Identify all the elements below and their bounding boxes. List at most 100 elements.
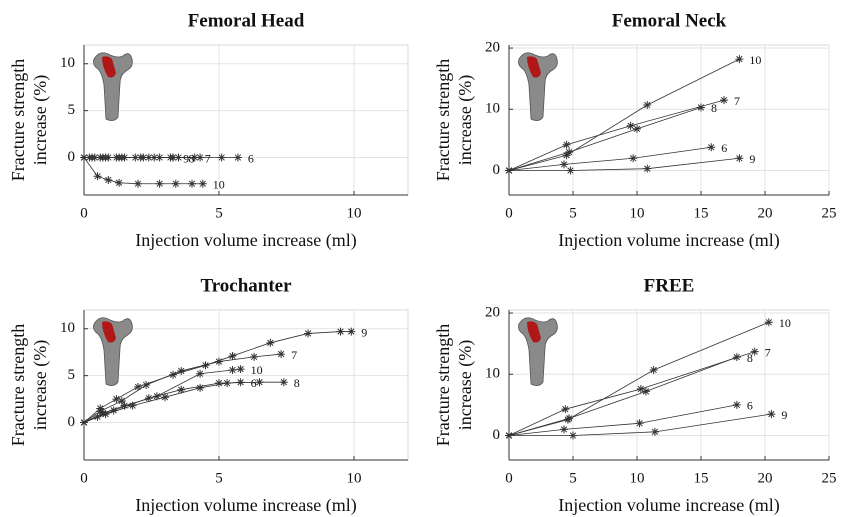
subplot: 0 5 10 15 20 25 0 10 20 Femoral Neck Injection vol… <box>433 10 836 251</box>
marker <box>764 318 773 327</box>
marker <box>196 153 205 162</box>
y-axis-label: increase (%) <box>30 340 51 430</box>
marker <box>169 370 178 379</box>
femur-icon <box>93 52 133 121</box>
marker <box>150 153 159 162</box>
x-axis-label: Injection volume increase (ml) <box>558 495 779 516</box>
marker <box>174 153 183 162</box>
marker <box>98 153 107 162</box>
marker <box>190 153 199 162</box>
femur-region <box>102 56 116 78</box>
marker <box>732 353 741 362</box>
series-label: 8 <box>294 376 300 390</box>
plot-area <box>83 309 409 461</box>
marker <box>134 382 142 391</box>
y-tick-label: 5 <box>68 367 76 383</box>
marker <box>732 400 741 409</box>
plot-area <box>83 44 409 196</box>
marker <box>93 172 102 181</box>
series-label: 10 <box>213 178 225 192</box>
series-line <box>83 381 284 423</box>
series-label: 9 <box>183 151 189 165</box>
y-tick-label: 0 <box>68 414 76 430</box>
x-axis-label: Injection volume increase (ml) <box>135 495 356 516</box>
series-line <box>508 404 737 436</box>
series-label: 6 <box>251 376 257 390</box>
marker <box>101 410 110 419</box>
marker <box>120 401 129 410</box>
x-tick-label: 25 <box>822 470 837 486</box>
x-tick-label: 25 <box>822 205 837 221</box>
y-axis-label: increase (%) <box>455 340 476 430</box>
marker <box>104 176 113 184</box>
marker <box>636 384 645 393</box>
marker <box>560 160 569 169</box>
marker <box>131 153 140 162</box>
marker <box>80 153 88 162</box>
marker <box>565 148 574 157</box>
marker <box>155 179 164 188</box>
subplot: 0 5 10 15 20 25 0 10 20 FREE Injection volume incr… <box>433 275 836 516</box>
marker <box>560 425 569 434</box>
x-tick-label: 0 <box>80 205 88 221</box>
y-axis-label: Fracture strength <box>433 59 453 181</box>
marker <box>629 154 638 163</box>
marker <box>643 101 652 109</box>
marker <box>697 103 705 112</box>
y-tick-label: 0 <box>493 162 501 178</box>
marker <box>505 166 513 175</box>
marker <box>562 140 571 149</box>
subplot: 0 5 10 0 5 10 Femoral Head Injection volume inc… <box>8 10 409 251</box>
y-tick-label: 20 <box>485 39 500 55</box>
x-tick-label: 0 <box>505 205 513 221</box>
series-label: 7 <box>765 345 771 359</box>
series-line <box>508 356 737 436</box>
marker <box>565 414 574 423</box>
x-axis-label: Injection volume increase (ml) <box>558 230 779 251</box>
x-tick-label: 20 <box>758 470 773 486</box>
marker <box>228 366 237 374</box>
plot-area <box>508 44 830 196</box>
marker <box>650 427 659 436</box>
marker <box>266 338 275 347</box>
marker <box>96 407 105 416</box>
marker <box>228 351 237 360</box>
series-line <box>508 146 712 171</box>
marker <box>633 124 641 133</box>
marker <box>304 329 313 338</box>
marker <box>161 393 169 402</box>
marker <box>735 55 744 64</box>
x-tick-label: 5 <box>569 205 577 221</box>
chart-title: Femoral Head <box>188 10 305 31</box>
subplot: 0 5 10 0 5 10 Trochanter Injection volume incre… <box>8 275 409 516</box>
y-tick-label: 20 <box>485 304 500 320</box>
series-label: 10 <box>749 53 761 67</box>
series-label: 7 <box>291 348 297 362</box>
series-label: 8 <box>711 101 717 115</box>
series-line <box>508 321 769 436</box>
marker <box>562 151 571 160</box>
marker <box>561 405 570 414</box>
marker <box>277 350 286 359</box>
x-tick-label: 15 <box>694 205 709 221</box>
marker <box>236 365 245 374</box>
femur-region <box>102 321 116 343</box>
marker <box>217 153 226 162</box>
marker <box>80 418 88 427</box>
marker <box>236 378 245 387</box>
series-label: 7 <box>205 151 211 165</box>
marker <box>215 357 223 366</box>
series-line <box>508 351 755 436</box>
marker <box>279 378 288 387</box>
marker <box>735 154 744 163</box>
y-axis-label: Fracture strength <box>433 324 453 446</box>
x-tick-label: 5 <box>215 470 223 486</box>
marker <box>85 153 94 162</box>
marker <box>347 327 356 336</box>
x-tick-label: 0 <box>505 470 513 486</box>
series-label: 6 <box>248 151 254 165</box>
x-tick-label: 5 <box>215 205 223 221</box>
x-tick-label: 10 <box>630 205 645 221</box>
femur-region <box>527 56 541 78</box>
